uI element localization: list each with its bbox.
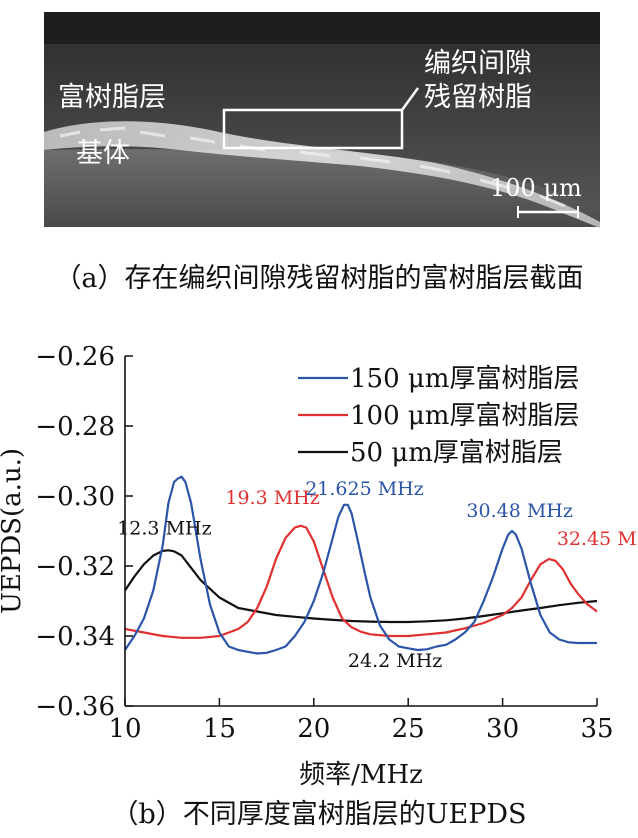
substrate-region (44, 149, 600, 227)
label-substrate: 基体 (76, 138, 130, 169)
x-tick-label: 20 (297, 714, 330, 744)
y-tick-label: −0.26 (35, 342, 115, 372)
peak-annotation: 21.625 MHz (305, 478, 424, 500)
x-tick-label: 30 (486, 714, 519, 744)
peak-annotation: 24.2 MHz (348, 650, 442, 672)
peak-annotation: 30.48 MHz (466, 500, 572, 522)
series-line-1 (124, 475, 597, 655)
peak-annotation: 19.3 MHz (225, 487, 319, 509)
fiber-band (44, 121, 600, 228)
y-axis-label: UEPDS(a.u.) (0, 448, 27, 614)
y-tick-label: −0.30 (35, 482, 115, 512)
y-tick-label: −0.34 (35, 622, 115, 652)
legend-entry-1: 150 μm厚富树脂层 (350, 364, 579, 394)
legend-entry-2: 100 μm厚富树脂层 (350, 401, 579, 431)
micrograph-top-edge (44, 12, 600, 44)
caption-figure-b: （b）不同厚度富树脂层的UEPDS (111, 799, 527, 830)
scale-bar-label: 100 μm (490, 174, 582, 202)
peak-annotation: 12.3 MHz (117, 517, 211, 539)
peak-annotation: 32.45 MHz (557, 528, 638, 550)
y-tick-label: −0.32 (35, 552, 115, 582)
x-tick-label: 25 (392, 714, 425, 744)
legend-entry-3: 50 μm厚富树脂层 (350, 438, 563, 468)
label-residual-resin-line1: 编织间隙 (424, 48, 532, 79)
y-tick-label: −0.28 (35, 412, 115, 442)
label-resin-rich-layer: 富树脂层 (58, 82, 166, 113)
micrograph-panel: 富树脂层 基体 编织间隙 残留树脂 100 μm (44, 12, 600, 228)
series-line-3 (124, 549, 598, 624)
x-tick-label: 15 (203, 714, 236, 744)
residual-resin-leader (400, 87, 420, 111)
plot-legend-layer: 150 μm厚富树脂层 100 μm厚富树脂层 50 μm厚富树脂层 (298, 364, 579, 468)
plot-axes-layer: 10 15 20 25 30 35 −0.26 −0.28 −0.30 −0.32 −0.34 −0.… (0, 342, 614, 790)
x-tick-label: 10 (108, 714, 141, 744)
x-axis-label: 频率/MHz (299, 760, 423, 790)
y-tick-label: −0.36 (35, 692, 115, 722)
residual-resin-box (222, 108, 404, 150)
x-tick-label: 35 (580, 714, 613, 744)
plot-series-layer (124, 475, 598, 655)
label-residual-resin-line2: 残留树脂 (424, 82, 532, 113)
series-line-2 (124, 524, 598, 639)
caption-figure-a: （a）存在编织间隙残留树脂的富树脂层截面 (54, 263, 584, 294)
